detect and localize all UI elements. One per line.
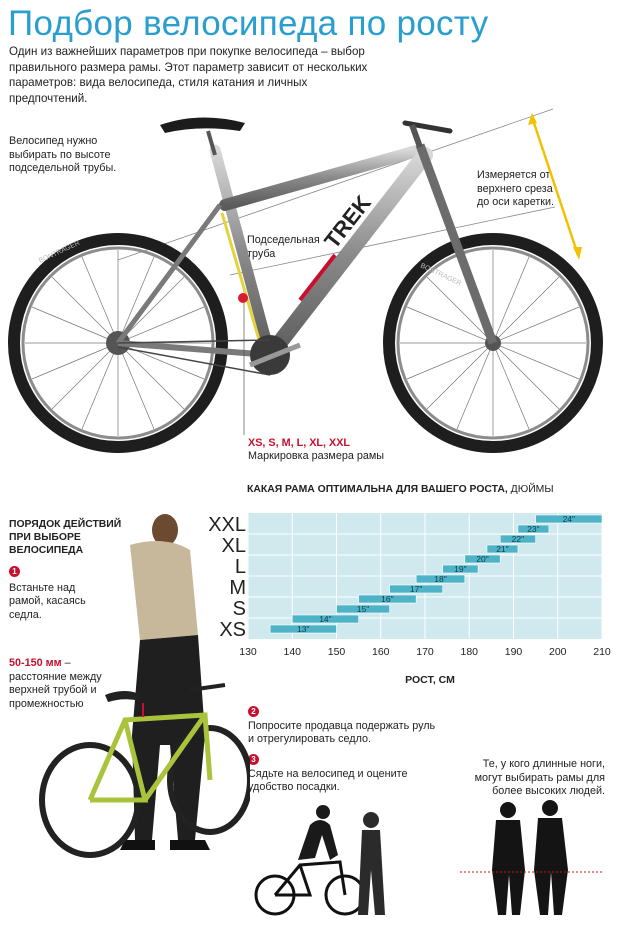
chart-bar-label: 23" [527, 524, 539, 534]
intro-text: Один из важнейших параметров при покупке… [9, 45, 368, 105]
chart-title: КАКАЯ РАМА ОПТИМАЛЬНА ДЛЯ ВАШЕГО РОСТА, … [247, 483, 554, 496]
person-pants [132, 635, 205, 840]
chart-bar-label: 19" [454, 564, 466, 574]
chart-bar-label: 13" [297, 624, 309, 634]
chart-bar-label: 24" [563, 514, 575, 524]
chart-bar [269, 624, 337, 634]
long-legs-note: Те, у кого длинные ноги, могут выбирать … [474, 758, 605, 797]
step-3: 3 Сядьте на велосипед и оцените удобство… [248, 753, 438, 795]
x-tick-label: 130 [239, 646, 257, 658]
chart-bar [442, 564, 479, 574]
chart-bar [336, 604, 390, 614]
bike-frame: TREK [115, 143, 498, 363]
steps-heading: ПОРЯДОК ДЕЙСТВИЙ ПРИ ВЫБОРЕ ВЕЛОСИПЕДА [9, 519, 122, 556]
y-category-label: S [233, 598, 246, 620]
gap-text: – расстояние между верхней трубой и пром… [9, 657, 102, 710]
y-category-label: XXL [208, 514, 246, 536]
size-codes: XS, S, M, L, XL, XXL [248, 437, 350, 449]
person-head [152, 514, 178, 546]
bike-front-wheel [167, 725, 250, 835]
x-axis-label: РОСТ, СМ [405, 674, 455, 686]
step-2-number: 2 [248, 706, 259, 717]
x-tick-label: 150 [328, 646, 346, 658]
y-category-label: M [229, 577, 246, 599]
chart-bar [517, 524, 550, 534]
person-sweater [130, 541, 198, 640]
chart-bar-label: 18" [434, 574, 446, 584]
measure-arrow [530, 116, 580, 256]
chart-title-text: КАКАЯ РАМА ОПТИМАЛЬНА ДЛЯ ВАШЕГО РОСТА, [247, 484, 508, 495]
chart-bar-label: 21" [496, 544, 508, 554]
x-tick-label: 210 [593, 646, 611, 658]
chart-bar [291, 614, 359, 624]
chart-bar [486, 544, 519, 554]
chart-bar [464, 554, 501, 564]
x-tick-label: 160 [372, 646, 390, 658]
step-1-text: Встаньте над рамой, касаясь седла. [9, 581, 86, 621]
y-category-label: L [235, 556, 246, 578]
y-category-label: XS [219, 619, 246, 641]
step-2: 2 Попросите продавца подержать руль и от… [248, 705, 438, 747]
bike-frame-green [87, 712, 213, 803]
measure-point [238, 293, 248, 303]
chart-bar-label: 22" [512, 534, 524, 544]
page-title: Подбор велосипеда по росту [8, 4, 489, 43]
measure-note: Измеряется от верхнего среза до оси каре… [477, 169, 555, 208]
saddle [160, 117, 245, 133]
chart-title-unit: ДЮЙМЫ [510, 484, 554, 495]
gap-range: 50-150 мм [9, 657, 62, 669]
x-tick-label: 170 [416, 646, 434, 658]
chart-bar [415, 574, 466, 584]
step-3-number: 3 [248, 754, 259, 765]
person-with-bike-illustration [39, 514, 250, 858]
seat-height-note: Велосипед нужно выбирать по высоте подсе… [9, 135, 117, 174]
chart-bar-label: 16" [381, 594, 393, 604]
chart-bar-label: 17" [410, 584, 422, 594]
chart-bar-label: 15" [357, 604, 369, 614]
seat-tube-label: Подседельная труба [247, 234, 320, 260]
step-1-number: 1 [9, 566, 20, 577]
chart-bar-label: 14" [319, 614, 331, 624]
step-2-text: Попросите продавца подержать руль и отре… [248, 719, 436, 746]
x-tick-label: 140 [283, 646, 301, 658]
size-marking-label: Маркировка размера рамы [248, 450, 385, 462]
step-1: 1 Встаньте над рамой, касаясь седла. [9, 565, 119, 622]
step-3-text: Сядьте на велосипед и оцените удобство п… [248, 767, 408, 794]
tall-people-silhouette [460, 800, 602, 915]
x-tick-label: 190 [505, 646, 523, 658]
rider-silhouette [254, 805, 385, 916]
x-tick-label: 200 [549, 646, 567, 658]
chart-bar-label: 20" [476, 554, 488, 564]
chart-bar [499, 534, 536, 544]
chart-bar [389, 584, 444, 594]
chart-bar [358, 594, 417, 604]
x-tick-label: 180 [460, 646, 478, 658]
y-category-label: XL [222, 535, 246, 557]
handlebar [402, 120, 453, 134]
chart-bar [535, 514, 603, 524]
gap-note: 50-150 мм – расстояние между верхней тру… [9, 657, 119, 711]
